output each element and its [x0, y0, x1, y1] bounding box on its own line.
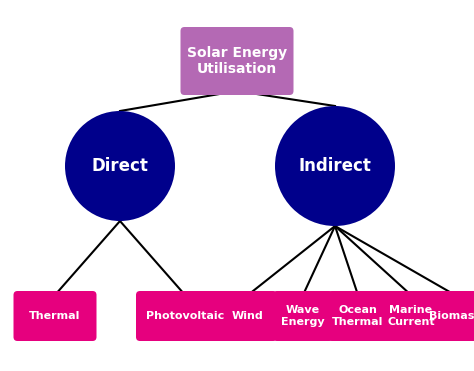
Text: Ocean
Thermal: Ocean Thermal [332, 305, 383, 327]
FancyBboxPatch shape [273, 291, 333, 341]
FancyBboxPatch shape [136, 291, 234, 341]
Text: Photovoltaic: Photovoltaic [146, 311, 224, 321]
FancyBboxPatch shape [181, 27, 293, 95]
FancyBboxPatch shape [13, 291, 97, 341]
Text: Biomass: Biomass [429, 311, 474, 321]
Text: Direct: Direct [91, 157, 148, 175]
Text: Thermal: Thermal [29, 311, 81, 321]
Circle shape [275, 106, 395, 226]
Text: Wave
Energy: Wave Energy [281, 305, 325, 327]
Circle shape [65, 111, 175, 221]
Text: Wind: Wind [232, 311, 264, 321]
Text: Marine
Current: Marine Current [387, 305, 435, 327]
Text: Indirect: Indirect [299, 157, 372, 175]
FancyBboxPatch shape [423, 291, 474, 341]
Text: Solar Energy
Utilisation: Solar Energy Utilisation [187, 46, 287, 76]
FancyBboxPatch shape [328, 291, 388, 341]
FancyBboxPatch shape [381, 291, 441, 341]
FancyBboxPatch shape [219, 291, 277, 341]
